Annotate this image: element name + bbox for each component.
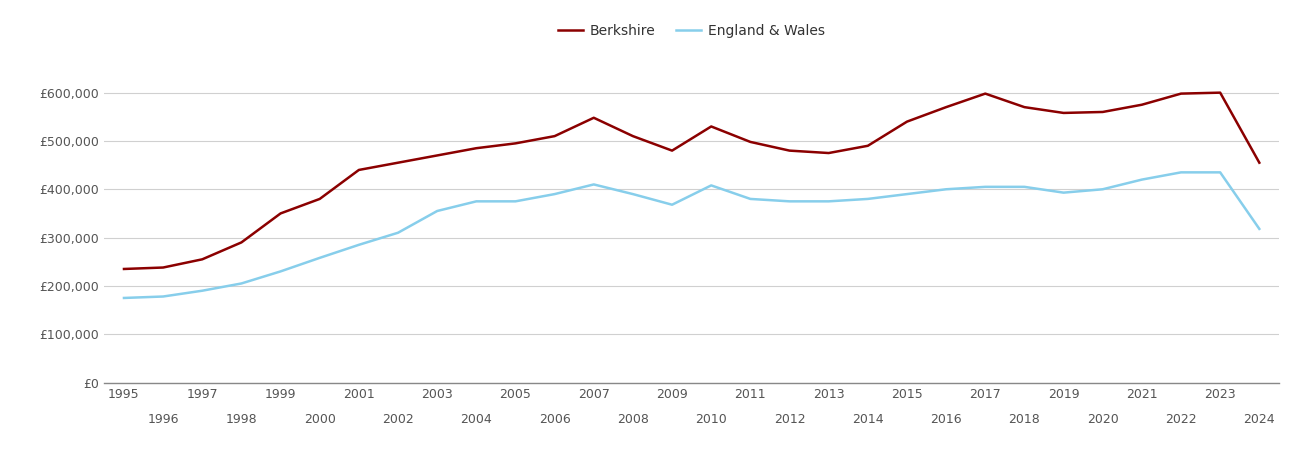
England & Wales (1134, 177, 1150, 182)
England & Wales (1017, 184, 1032, 189)
Berkshire (625, 133, 641, 139)
Berkshire (899, 119, 915, 124)
Berkshire (273, 211, 288, 216)
England & Wales (508, 198, 523, 204)
Berkshire (1173, 91, 1189, 96)
England & Wales (351, 242, 367, 248)
Line: Berkshire: Berkshire (124, 93, 1259, 269)
Line: England & Wales: England & Wales (124, 172, 1259, 298)
Berkshire (1251, 160, 1267, 166)
Berkshire (390, 160, 406, 166)
Berkshire (782, 148, 797, 153)
Berkshire (821, 150, 837, 156)
England & Wales (703, 183, 719, 188)
Berkshire (1056, 110, 1071, 116)
Berkshire (547, 133, 562, 139)
Berkshire (1095, 109, 1111, 115)
England & Wales (664, 202, 680, 207)
Berkshire (977, 91, 993, 96)
Berkshire (703, 124, 719, 129)
England & Wales (899, 191, 915, 197)
England & Wales (1251, 226, 1267, 232)
Berkshire (351, 167, 367, 173)
England & Wales (743, 196, 758, 202)
Berkshire (194, 256, 210, 262)
Berkshire (116, 266, 132, 272)
England & Wales (155, 294, 171, 299)
Berkshire (938, 104, 954, 110)
England & Wales (312, 255, 328, 261)
England & Wales (468, 198, 484, 204)
Berkshire (1212, 90, 1228, 95)
England & Wales (938, 187, 954, 192)
England & Wales (234, 281, 249, 286)
England & Wales (547, 191, 562, 197)
England & Wales (194, 288, 210, 293)
England & Wales (586, 182, 602, 187)
England & Wales (273, 269, 288, 274)
England & Wales (1173, 170, 1189, 175)
England & Wales (625, 191, 641, 197)
England & Wales (116, 295, 132, 301)
Berkshire (155, 265, 171, 270)
Berkshire (1017, 104, 1032, 110)
England & Wales (1056, 190, 1071, 195)
Berkshire (234, 240, 249, 245)
England & Wales (390, 230, 406, 235)
England & Wales (782, 198, 797, 204)
Berkshire (429, 153, 445, 158)
England & Wales (977, 184, 993, 189)
Berkshire (586, 115, 602, 121)
England & Wales (1095, 187, 1111, 192)
England & Wales (1212, 170, 1228, 175)
England & Wales (860, 196, 876, 202)
Berkshire (468, 145, 484, 151)
Legend: Berkshire, England & Wales: Berkshire, England & Wales (552, 18, 831, 43)
England & Wales (821, 198, 837, 204)
Berkshire (664, 148, 680, 153)
England & Wales (429, 208, 445, 214)
Berkshire (1134, 102, 1150, 108)
Berkshire (508, 141, 523, 146)
Berkshire (743, 139, 758, 144)
Berkshire (860, 143, 876, 148)
Berkshire (312, 196, 328, 202)
